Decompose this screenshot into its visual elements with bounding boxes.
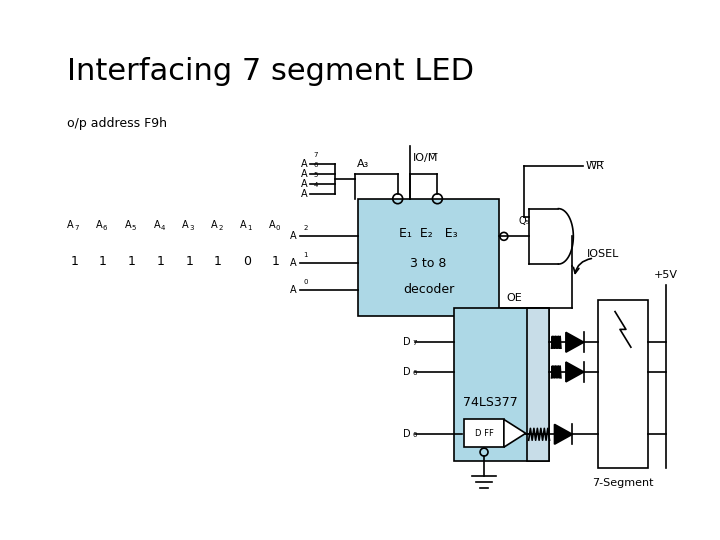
Text: Q₅: Q₅: [519, 217, 530, 226]
Text: 3 to 8: 3 to 8: [410, 256, 446, 269]
Text: A: A: [301, 189, 307, 199]
Text: 0: 0: [413, 432, 417, 438]
Text: 3: 3: [189, 225, 194, 232]
Text: A: A: [182, 220, 189, 231]
Bar: [358, 199, 499, 315]
Text: 1: 1: [71, 255, 78, 268]
Text: A: A: [290, 258, 297, 268]
Text: 5: 5: [313, 172, 318, 178]
Text: E₁  E₂   E₃: E₁ E₂ E₃: [399, 227, 458, 240]
Text: D: D: [403, 429, 410, 440]
Polygon shape: [566, 332, 584, 352]
Text: A: A: [269, 220, 275, 231]
Text: W̅R̅: W̅R̅: [585, 161, 604, 171]
Text: 2: 2: [218, 225, 222, 232]
Text: A: A: [301, 159, 307, 169]
Text: 4: 4: [313, 182, 318, 188]
Text: A: A: [153, 220, 161, 231]
Text: 7-Segment: 7-Segment: [593, 478, 654, 488]
Text: 7: 7: [74, 225, 78, 232]
Text: A: A: [67, 220, 74, 231]
Text: 1: 1: [303, 252, 308, 258]
Text: 2: 2: [303, 225, 308, 232]
Polygon shape: [566, 362, 584, 382]
Text: D: D: [403, 367, 410, 377]
Text: A: A: [290, 285, 297, 295]
Text: A: A: [290, 231, 297, 241]
Text: 4: 4: [161, 225, 165, 232]
Polygon shape: [554, 424, 572, 444]
Text: A: A: [125, 220, 132, 231]
Text: 1: 1: [156, 255, 164, 268]
Text: 74LS377: 74LS377: [463, 396, 518, 409]
Text: A: A: [301, 179, 307, 189]
Text: A₃: A₃: [357, 159, 369, 169]
Text: 6: 6: [313, 162, 318, 168]
Text: 6: 6: [413, 370, 417, 376]
Text: 5: 5: [132, 225, 136, 232]
Text: D FF: D FF: [474, 429, 493, 438]
Text: 6: 6: [103, 225, 107, 232]
Bar: [598, 300, 648, 468]
Text: A: A: [211, 220, 217, 231]
Text: A: A: [240, 220, 246, 231]
Text: 0: 0: [303, 279, 308, 285]
Text: 7: 7: [413, 340, 417, 346]
Text: 7: 7: [313, 152, 318, 158]
Text: 1: 1: [99, 255, 107, 268]
Text: A: A: [301, 169, 307, 179]
Text: o/p address F9h: o/p address F9h: [67, 117, 167, 130]
Text: IO/M̅: IO/M̅: [413, 153, 438, 163]
Text: D: D: [403, 338, 410, 347]
Text: 1: 1: [214, 255, 222, 268]
Text: +5V: +5V: [654, 270, 678, 280]
Text: decoder: decoder: [403, 284, 454, 296]
Text: 0: 0: [276, 225, 280, 232]
Text: OE: OE: [506, 293, 522, 302]
Bar: [464, 420, 504, 447]
Text: 0: 0: [243, 255, 251, 268]
Bar: [454, 308, 549, 461]
Text: IOSEL: IOSEL: [588, 249, 620, 259]
Polygon shape: [504, 420, 526, 447]
Text: 1: 1: [128, 255, 135, 268]
Text: A: A: [96, 220, 103, 231]
Text: 1: 1: [271, 255, 279, 268]
Bar: [527, 308, 549, 461]
Text: 1: 1: [247, 225, 251, 232]
Text: Interfacing 7 segment LED: Interfacing 7 segment LED: [67, 57, 474, 86]
Text: 1: 1: [185, 255, 193, 268]
